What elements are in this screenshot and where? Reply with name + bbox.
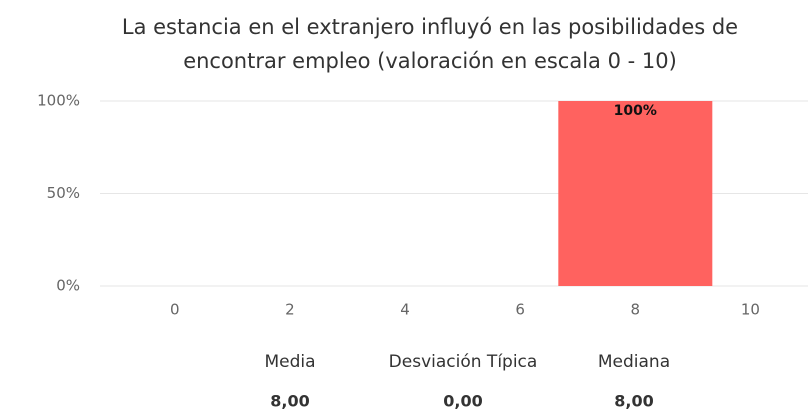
stat-label: Mediana [598,352,670,372]
stat-value: 8,00 [270,392,309,411]
stat-label: Desviación Típica [389,352,538,372]
y-tick-label: 50% [47,184,80,202]
bar [558,101,713,286]
x-tick-label: 4 [400,301,410,319]
data-label: 100% [614,103,657,119]
chart-title: La estancia en el extranjero influyó en … [122,15,738,39]
chart-title: encontrar empleo (valoración en escala 0… [183,49,677,73]
x-tick-label: 10 [741,301,760,319]
x-tick-label: 2 [285,301,295,319]
x-tick-label: 0 [170,301,180,319]
x-tick-label: 8 [631,301,641,319]
stat-value: 0,00 [443,392,482,411]
stat-label: Media [264,352,315,372]
y-tick-label: 0% [56,277,80,295]
x-tick-label: 6 [515,301,525,319]
y-tick-label: 100% [37,92,80,110]
stat-value: 8,00 [614,392,653,411]
